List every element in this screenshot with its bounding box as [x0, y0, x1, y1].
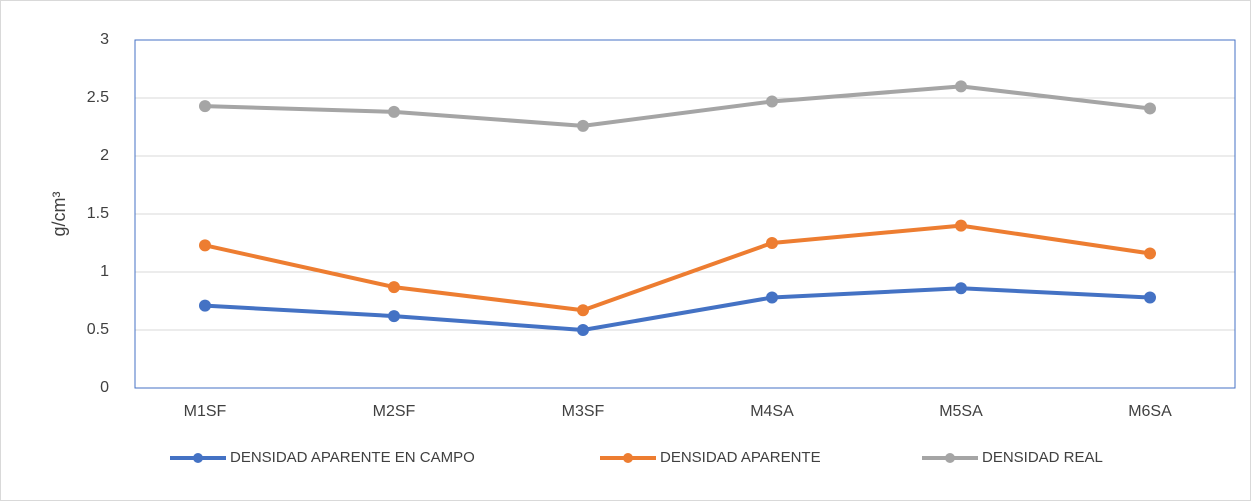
legend-marker — [193, 453, 203, 463]
data-point — [199, 100, 211, 113]
y-tick-label: 2 — [100, 147, 109, 164]
data-point — [577, 304, 589, 317]
series-line — [204, 223, 1151, 313]
data-point — [388, 105, 400, 118]
x-tick-label: M4SA — [750, 403, 794, 420]
data-point — [955, 219, 967, 232]
legend-label: DENSIDAD REAL — [982, 449, 1103, 466]
y-axis-label: g/cm³ — [49, 191, 69, 236]
data-point — [766, 237, 778, 249]
legend-label: DENSIDAD APARENTE — [660, 449, 821, 466]
y-tick-label: 1 — [100, 263, 109, 280]
y-tick-label: 0 — [100, 379, 109, 396]
data-point — [766, 291, 778, 304]
data-point — [577, 119, 589, 132]
plot-border — [134, 39, 1236, 389]
series-line — [204, 286, 1151, 332]
data-point — [199, 239, 211, 252]
x-tick-label: M6SA — [1128, 403, 1172, 420]
data-point — [388, 310, 400, 323]
y-tick-label: 2.5 — [87, 89, 109, 106]
y-tick-label: 0.5 — [87, 321, 109, 338]
series-line — [204, 84, 1151, 128]
legend-marker — [623, 453, 633, 463]
data-point — [577, 324, 589, 336]
data-point — [199, 299, 211, 312]
legend-label: DENSIDAD APARENTE EN CAMPO — [230, 449, 475, 466]
y-tick-label: 3 — [100, 31, 109, 48]
x-tick-label: M3SF — [562, 403, 605, 420]
data-point — [388, 281, 400, 294]
x-tick-label: M2SF — [373, 403, 416, 420]
data-point — [955, 282, 967, 295]
y-tick-label: 1.5 — [87, 205, 109, 222]
data-point — [1144, 247, 1156, 260]
x-tick-label: M5SA — [939, 403, 983, 420]
data-point — [766, 95, 778, 108]
data-point — [1144, 291, 1156, 304]
data-point — [1144, 102, 1156, 115]
data-point — [955, 80, 967, 93]
legend-marker — [945, 453, 955, 463]
x-tick-label: M1SF — [184, 403, 227, 420]
